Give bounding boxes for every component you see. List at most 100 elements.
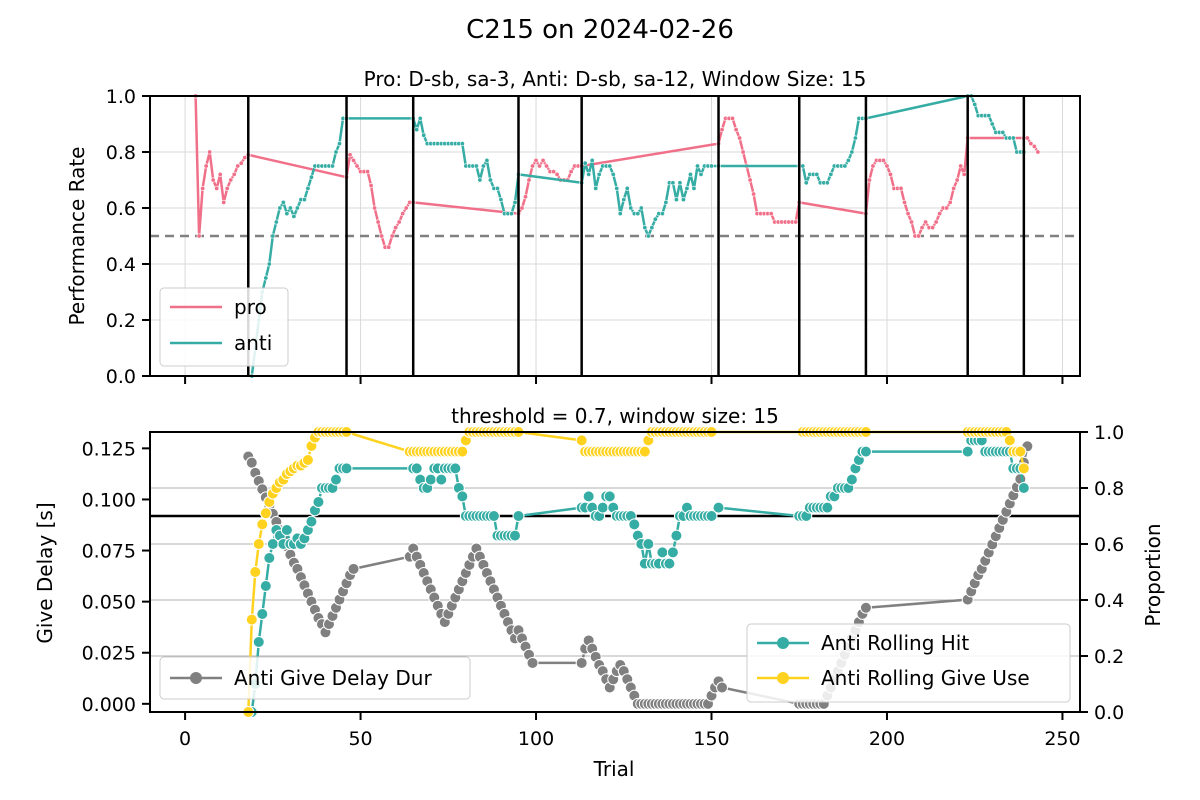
point-anti [814, 171, 820, 177]
point-anti [586, 171, 592, 177]
point-anti [652, 216, 658, 222]
point-pro [933, 219, 939, 225]
point-anti [649, 225, 655, 231]
point-pro [224, 185, 230, 191]
point-pro [347, 152, 353, 158]
point-pro [737, 135, 743, 141]
point-pro [375, 219, 381, 225]
point-pro [568, 169, 574, 175]
point-pro [354, 163, 360, 169]
point-anti [677, 180, 683, 186]
point-anti [512, 199, 518, 205]
point-pro [228, 177, 234, 183]
point-anti [263, 275, 269, 281]
point-pro [217, 171, 223, 177]
point-anti [670, 180, 676, 186]
point-anti-give-delay-dur [716, 681, 729, 694]
point-pro [1035, 149, 1041, 155]
point-anti [986, 113, 992, 119]
point-anti [280, 199, 286, 205]
point-anti-give-delay-dur [859, 601, 872, 614]
point-anti [291, 213, 297, 219]
point-anti [305, 185, 311, 191]
point-anti [659, 211, 665, 217]
point-pro [947, 199, 953, 205]
point-pro [937, 211, 943, 217]
point-anti [663, 199, 669, 205]
point-anti-rolling-hit [435, 473, 448, 486]
point-anti [645, 233, 651, 239]
point-anti [694, 163, 700, 169]
point-pro [231, 171, 237, 177]
point-pro [730, 115, 736, 121]
point-anti-rolling-hit [456, 490, 469, 503]
point-pro [880, 157, 886, 163]
point-anti-rolling-hit [628, 518, 641, 531]
legend-anti-label: anti [234, 331, 272, 355]
point-anti-rolling-give-use [256, 518, 269, 531]
point-anti [709, 163, 715, 169]
point-anti [617, 211, 623, 217]
point-anti [593, 185, 599, 191]
top-y-tick-label: 0.4 [106, 254, 136, 276]
point-pro [519, 205, 525, 211]
point-anti-rolling-hit [603, 490, 616, 503]
point-anti [803, 180, 809, 186]
bottom-right-y-tick-label: 0.4 [1094, 590, 1124, 612]
point-pro [368, 183, 374, 189]
point-anti-rolling-hit [582, 490, 595, 503]
point-pro [221, 199, 227, 205]
point-anti-rolling-hit [596, 501, 609, 514]
point-anti-rolling-hit [259, 580, 272, 592]
point-anti-rolling-hit [859, 445, 872, 458]
point-pro [958, 163, 964, 169]
point-pro [930, 225, 936, 231]
point-anti-rolling-hit [666, 546, 679, 559]
legend-give-use-label: Anti Rolling Give Use [821, 666, 1030, 690]
bottom-panel-xlabel: Trial [593, 757, 635, 781]
bottom-left-y-tick-label: 0.050 [82, 592, 136, 614]
point-anti [277, 205, 283, 211]
point-pro [905, 211, 911, 217]
figure-title: C215 on 2024-02-26 [466, 15, 734, 45]
point-pro [400, 211, 406, 217]
bottom-right-y-tick-label: 0.6 [1094, 534, 1124, 556]
bottom-left-y-tick-label: 0.125 [82, 438, 136, 460]
top-y-tick-label: 1.0 [106, 86, 136, 108]
point-anti-rolling-hit [305, 515, 318, 528]
point-pro [207, 149, 213, 155]
point-anti-rolling-hit [961, 445, 974, 458]
point-anti [596, 171, 602, 177]
bottom-legend-right: Anti Rolling Hit Anti Rolling Give Use [746, 623, 1071, 703]
bottom-legend-left: Anti Give Delay Dur [159, 656, 471, 700]
point-anti [610, 171, 616, 177]
point-anti-rolling-give-use [249, 566, 262, 578]
point-pro [540, 157, 546, 163]
point-pro [733, 127, 739, 133]
point-anti [642, 225, 648, 231]
point-pro [523, 194, 529, 200]
point-anti [484, 157, 490, 163]
point-pro [389, 233, 395, 239]
bottom-legend-left-frame [159, 656, 471, 700]
point-anti-rolling-hit [642, 538, 655, 550]
legend-pro-label: pro [234, 295, 267, 319]
legend-rolling-hit-marker [777, 637, 789, 649]
point-anti [337, 141, 343, 147]
bottom-left-y-tick-label: 0.075 [82, 541, 136, 563]
bottom-left-y-tick-label: 0.100 [82, 489, 136, 511]
bottom-plot-frame [149, 431, 1081, 713]
bottom-right-y-tick-label: 0.8 [1094, 478, 1124, 500]
bottom-right-y-tick-label: 0.2 [1094, 646, 1124, 668]
point-pro [768, 211, 774, 217]
point-pro [393, 225, 399, 231]
point-pro [747, 177, 753, 183]
point-pro [386, 244, 392, 250]
point-pro [551, 169, 557, 175]
point-pro [372, 205, 378, 211]
bottom-right-y-tick-label: 0.0 [1094, 702, 1124, 724]
point-anti [301, 197, 307, 203]
point-anti [477, 177, 483, 183]
point-pro [203, 163, 209, 169]
